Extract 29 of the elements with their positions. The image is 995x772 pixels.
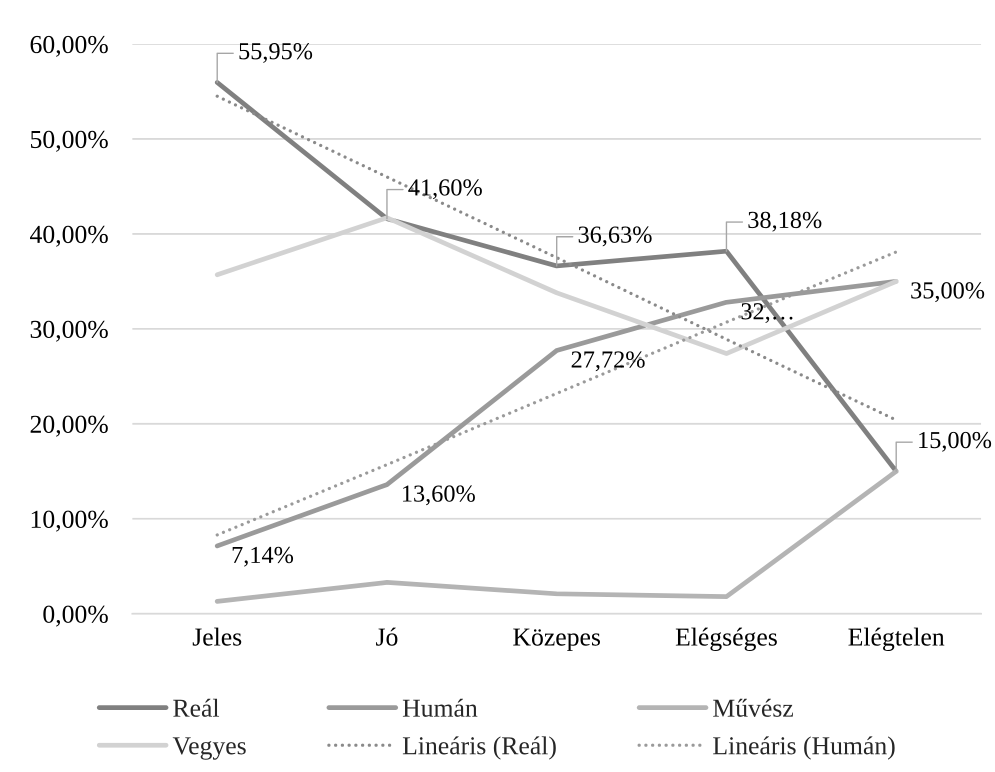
y-tick-label: 0,00% [43,606,108,627]
y-tick-label: 30,00% [30,320,108,342]
x-tick-label: Jó [376,628,398,646]
legend-label: Lineáris (Reál) [402,736,556,760]
legend-label: Művész [713,698,794,717]
data-label: 36,63% [578,226,652,246]
legend-label: Reál [173,698,220,717]
data-label: 32,… [742,303,792,323]
data-label: 41,60% [408,179,482,200]
data-label: 13,60% [402,485,475,506]
y-tick-label: 60,00% [30,36,108,57]
legend-label: Vegyes [172,737,246,760]
x-tick-label: Elégtelen [848,628,944,652]
y-tick-label: 20,00% [30,416,108,437]
legend-label: Lineáris (Humán) [713,736,895,760]
y-tick-label: 40,00% [30,226,108,247]
x-tick-label: Elégséges [676,628,777,652]
legend-label: Humán [402,698,478,717]
x-tick-label: Közepes [513,628,600,651]
data-label: 15,00% [919,432,992,452]
line-series [214,468,899,604]
data-label: 35,00% [911,282,984,302]
x-tick-label: Jeles [192,628,242,646]
data-label: 38,18% [748,212,822,232]
data-label: 7,14% [232,546,294,567]
data-label: 55,95% [239,42,312,63]
y-tick-label: 50,00% [31,130,108,152]
y-tick-label: 10,00% [32,510,108,532]
data-label: 27,72% [572,351,645,372]
